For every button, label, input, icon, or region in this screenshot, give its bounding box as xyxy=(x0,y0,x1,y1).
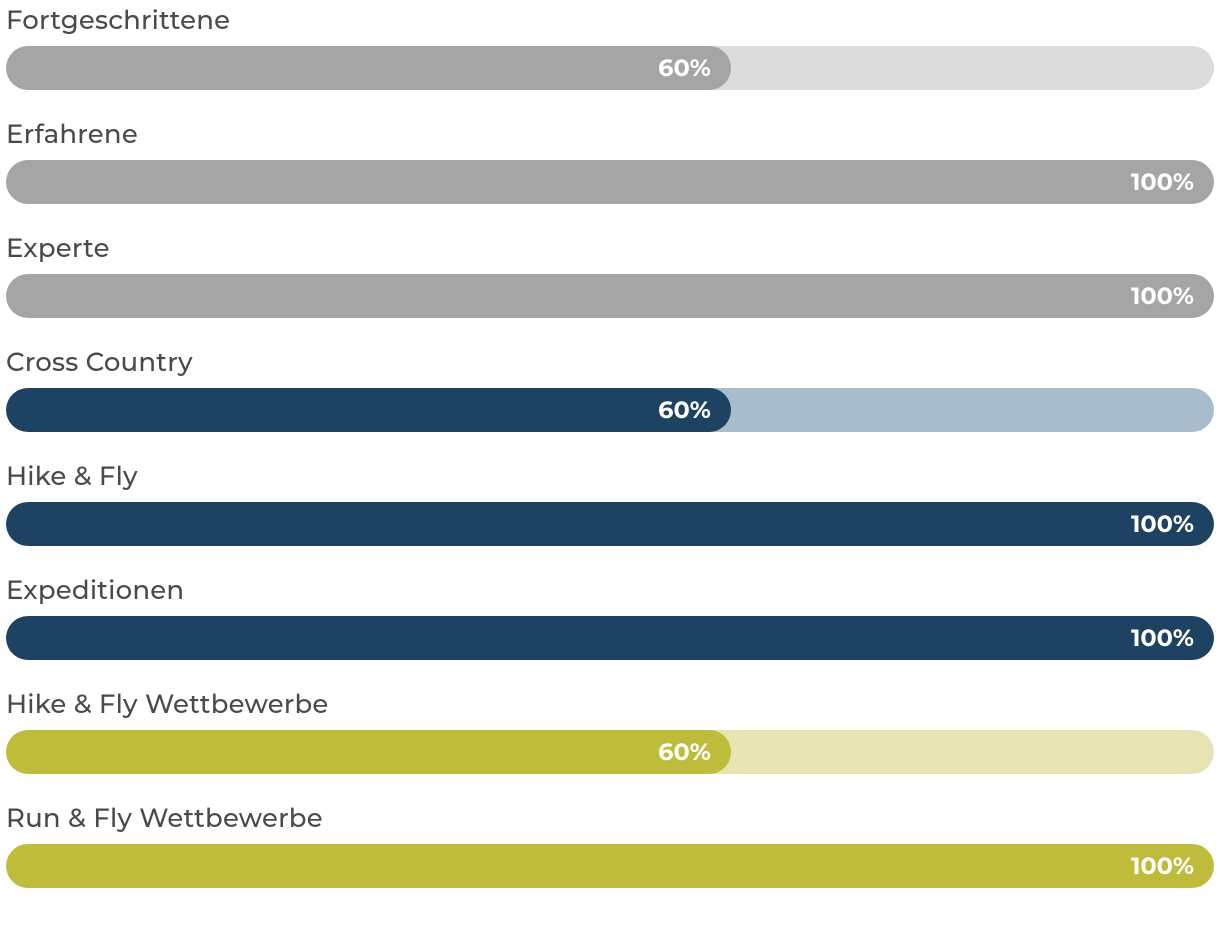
bar-label: Cross Country xyxy=(6,346,1214,378)
bar-track: 100% xyxy=(6,844,1214,888)
bar-fill: 100% xyxy=(6,274,1214,318)
bar-label: Hike & Fly Wettbewerbe xyxy=(6,688,1214,720)
bar-group: Hike & Fly 100% xyxy=(6,460,1214,546)
bar-label: Run & Fly Wettbewerbe xyxy=(6,802,1214,834)
bar-label: Erfahrene xyxy=(6,118,1214,150)
bar-fill: 100% xyxy=(6,616,1214,660)
bar-fill: 60% xyxy=(6,388,731,432)
bar-track: 60% xyxy=(6,730,1214,774)
bar-group: Experte 100% xyxy=(6,232,1214,318)
bar-group: Erfahrene 100% xyxy=(6,118,1214,204)
bar-value: 100% xyxy=(1131,510,1194,539)
bar-track: 100% xyxy=(6,502,1214,546)
bar-label: Hike & Fly xyxy=(6,460,1214,492)
bar-label: Expeditionen xyxy=(6,574,1214,606)
bar-fill: 100% xyxy=(6,844,1214,888)
bar-track: 100% xyxy=(6,274,1214,318)
bar-label: Experte xyxy=(6,232,1214,264)
bar-track: 60% xyxy=(6,46,1214,90)
bar-track: 100% xyxy=(6,616,1214,660)
bar-group: Fortgeschrittene 60% xyxy=(6,4,1214,90)
bar-fill: 60% xyxy=(6,730,731,774)
bar-fill: 100% xyxy=(6,160,1214,204)
bar-value: 100% xyxy=(1131,282,1194,311)
bar-group: Hike & Fly Wettbewerbe 60% xyxy=(6,688,1214,774)
bar-group: Run & Fly Wettbewerbe 100% xyxy=(6,802,1214,888)
bar-fill: 60% xyxy=(6,46,731,90)
bar-track: 60% xyxy=(6,388,1214,432)
bar-value: 100% xyxy=(1131,624,1194,653)
bar-value: 100% xyxy=(1131,852,1194,881)
bar-value: 100% xyxy=(1131,168,1194,197)
bar-group: Cross Country 60% xyxy=(6,346,1214,432)
bar-value: 60% xyxy=(658,54,711,83)
bar-value: 60% xyxy=(658,396,711,425)
progress-bar-chart: Fortgeschrittene 60% Erfahrene 100% Experte 1… xyxy=(0,0,1220,920)
bar-label: Fortgeschrittene xyxy=(6,4,1214,36)
bar-value: 60% xyxy=(658,738,711,767)
bar-group: Expeditionen 100% xyxy=(6,574,1214,660)
bar-fill: 100% xyxy=(6,502,1214,546)
bar-track: 100% xyxy=(6,160,1214,204)
